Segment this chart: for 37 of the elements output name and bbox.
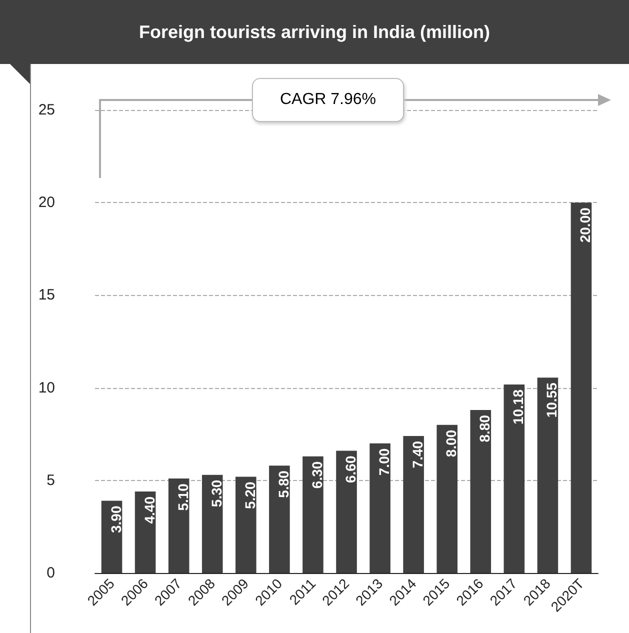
data-label: 5.10 xyxy=(174,483,191,511)
bar xyxy=(168,478,190,573)
y-tick-label: 15 xyxy=(38,286,55,304)
data-label: 7.00 xyxy=(376,448,392,476)
bar xyxy=(537,378,558,573)
y-tick-label: 0 xyxy=(46,564,55,582)
bar xyxy=(134,492,156,573)
data-label: 6.30 xyxy=(308,461,325,489)
data-label: 8.80 xyxy=(476,414,493,442)
data-label: 6.60 xyxy=(342,456,358,484)
data-label: 5.20 xyxy=(242,481,258,509)
bar xyxy=(470,410,492,573)
callout-box: CAGR 7.96% xyxy=(252,78,404,122)
y-tick-label: 20 xyxy=(38,194,55,212)
bar xyxy=(504,384,525,573)
data-label: 8.00 xyxy=(443,430,460,458)
bar xyxy=(570,202,592,573)
data-label: 4.40 xyxy=(141,496,158,524)
bar xyxy=(202,474,223,573)
bar xyxy=(370,443,390,573)
data-label: 3.90 xyxy=(108,506,124,534)
data-label: 10.55 xyxy=(544,382,560,418)
data-label: 7.40 xyxy=(410,440,426,468)
bar xyxy=(403,436,424,573)
data-label: 5.30 xyxy=(208,480,224,508)
data-label: 10.18 xyxy=(510,389,526,425)
data-label: 5.80 xyxy=(275,470,292,498)
bar xyxy=(269,466,290,573)
y-tick-label: 10 xyxy=(38,379,55,396)
y-tick-label: 5 xyxy=(46,472,55,489)
bar xyxy=(336,450,357,573)
bar xyxy=(436,424,458,573)
bar xyxy=(236,476,256,573)
chart-title: Foreign tourists arriving in India (million) xyxy=(0,0,629,64)
bar xyxy=(302,456,324,573)
y-tick-label: 25 xyxy=(38,102,55,118)
data-label: 20.00 xyxy=(577,207,594,243)
